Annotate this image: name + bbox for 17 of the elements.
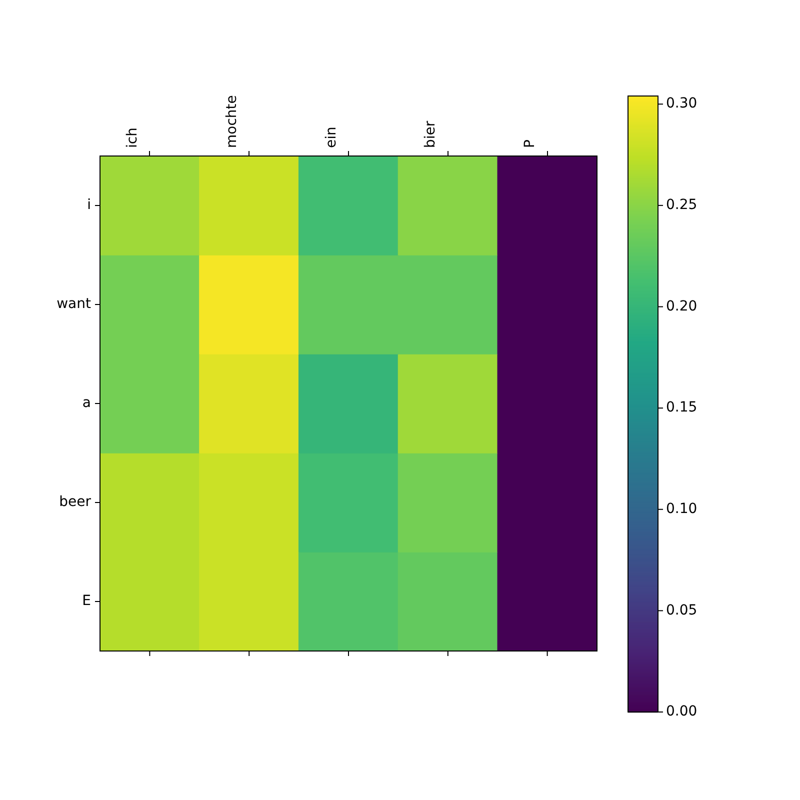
y-tick-label: want	[56, 296, 92, 312]
color-bar-label: 0.25	[666, 197, 698, 214]
color-bar-label: 0.20	[666, 298, 698, 314]
x-tick-label: mochte	[224, 95, 240, 148]
x-tick-label: ein	[323, 126, 340, 148]
x-tick-label: bier	[422, 120, 439, 148]
y-tick-label: i	[87, 197, 91, 214]
x-tick-label: ich	[124, 128, 141, 148]
color-bar-label: 0.30	[666, 96, 698, 112]
color-bar-label: 0.15	[666, 400, 698, 416]
color-bar-label: 0.00	[666, 704, 698, 720]
color-bar-label: 0.10	[666, 501, 698, 518]
x-tick-label: P	[522, 140, 538, 148]
color-bar-label: 0.05	[666, 602, 698, 618]
y-tick-label: a	[82, 395, 91, 412]
y-tick-label: E	[82, 593, 91, 610]
y-tick-label: beer	[59, 494, 92, 510]
